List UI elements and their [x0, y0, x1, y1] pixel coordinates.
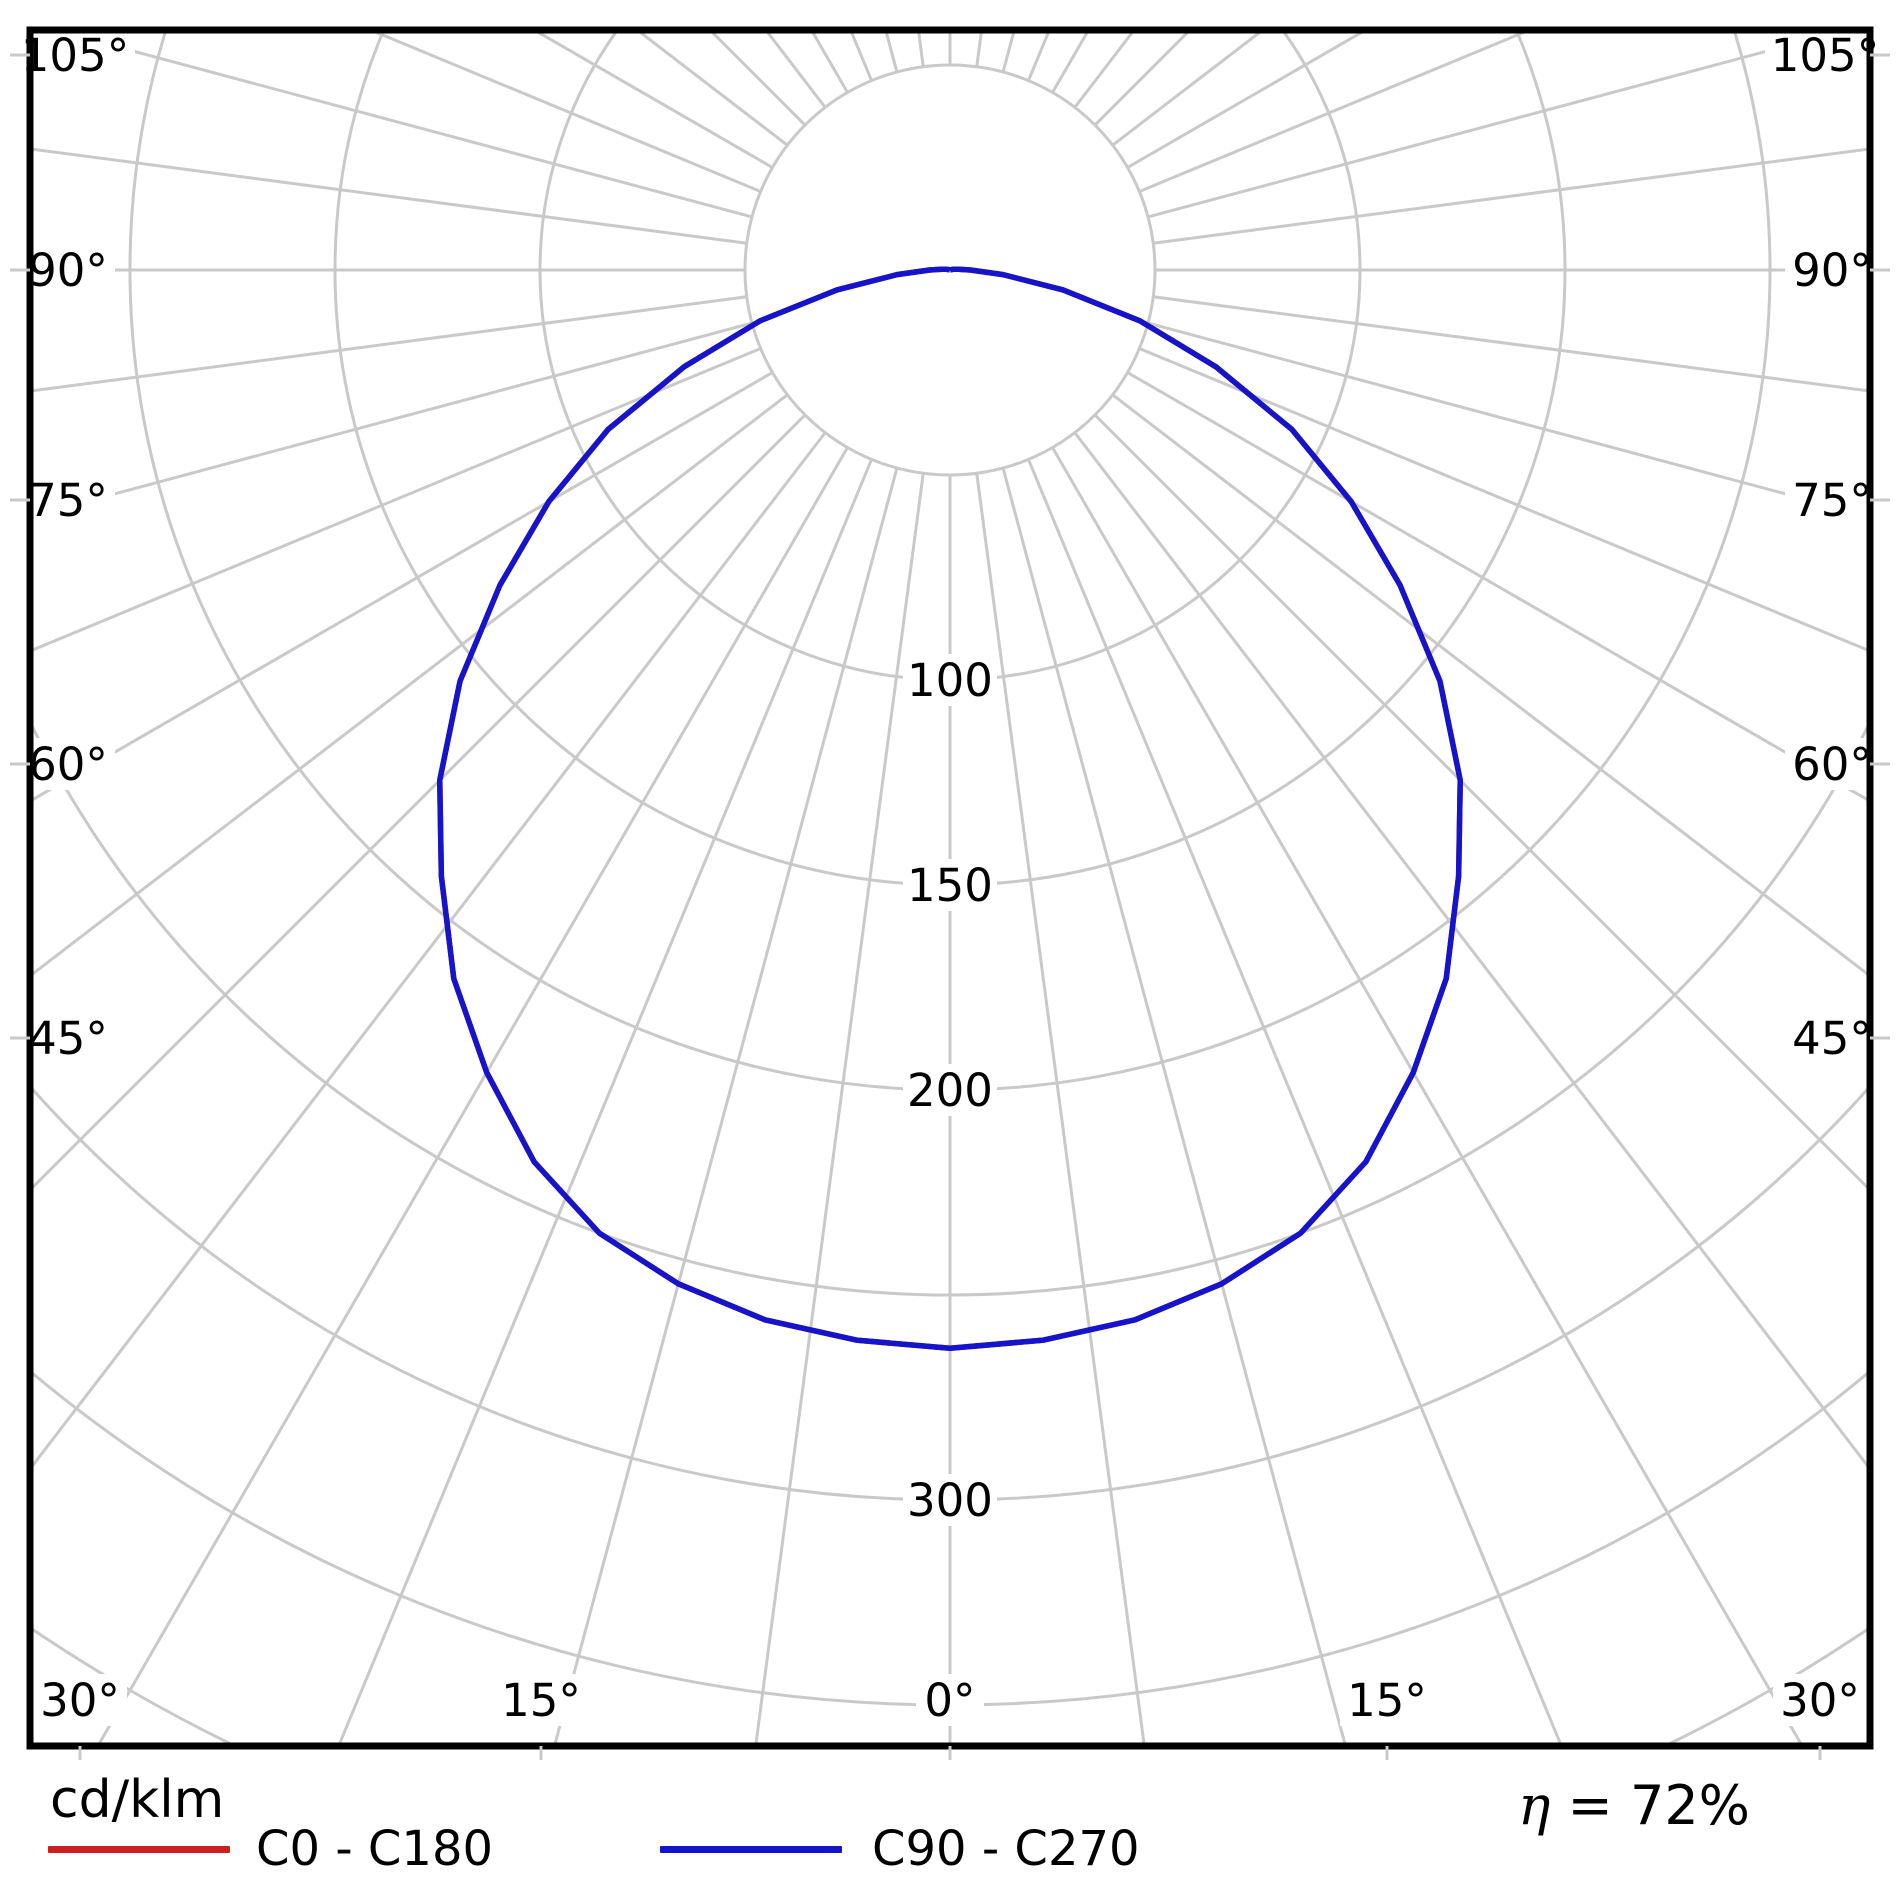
- grid-spoke: [1138, 347, 1867, 652]
- ring-label: 150: [907, 859, 993, 912]
- grid-spoke: [33, 413, 807, 1189]
- grid-spoke: [1027, 33, 1050, 82]
- ring-label: 100: [907, 654, 993, 707]
- angle-label: 15°: [501, 1674, 581, 1727]
- grid-spoke: [1147, 33, 1839, 219]
- angle-label: 60°: [1792, 738, 1872, 791]
- grid-spoke: [1126, 33, 1363, 169]
- grid-spoke: [33, 393, 789, 976]
- grid-spoke: [33, 347, 762, 652]
- grid-spoke: [1001, 33, 1015, 73]
- angle-label: 45°: [1792, 1012, 1872, 1065]
- legend-label-c90-c270: C90 - C270: [872, 1821, 1140, 1877]
- grid-spoke: [1027, 458, 1562, 1743]
- unit-label: cd/klm: [50, 1770, 225, 1830]
- grid-spoke: [1001, 467, 1347, 1743]
- grid-spoke: [33, 431, 827, 1467]
- grid-spoke: [61, 33, 753, 219]
- polar-intensity-chart: 105° 90° 75° 60° 45° 30° 15° 0° 15° 30° 45° 60° 75° 9…: [10, 26, 1890, 1760]
- grid-spoke: [375, 33, 762, 193]
- angle-label: 30°: [40, 1674, 120, 1727]
- grid-spoke: [1073, 431, 1867, 1467]
- angle-label: 105°: [1771, 29, 1879, 82]
- legend-line-c90-c270-icon: [660, 1846, 842, 1853]
- angle-ticks: [10, 53, 1890, 1760]
- angle-label: 105°: [21, 29, 129, 82]
- efficiency-label: η = 72%: [1350, 1776, 1750, 1835]
- angle-label: 0°: [924, 1674, 975, 1727]
- grid-spoke: [1138, 33, 1525, 193]
- angle-label: 75°: [1792, 474, 1872, 527]
- angle-label: 90°: [28, 244, 108, 297]
- angle-label: 60°: [28, 738, 108, 791]
- grid-spoke: [754, 473, 925, 1743]
- grid-labels: 105° 90° 75° 60° 45° 30° 15° 0° 15° 30° 45° 60° 75° 9…: [21, 29, 1879, 1727]
- curve-C90-C270: [437, 266, 1463, 1352]
- legend-line-c0-c180-icon: [48, 1846, 230, 1853]
- grid-spoke: [975, 473, 1146, 1743]
- label-knockouts: [15, 29, 1885, 1726]
- grid-spoke: [1093, 413, 1867, 1189]
- grid-spoke: [1051, 446, 1802, 1743]
- angle-label: 90°: [1792, 244, 1872, 297]
- grid-spoke: [850, 33, 873, 82]
- grid-spoke: [1153, 295, 1867, 393]
- angle-label: 15°: [1347, 1674, 1427, 1727]
- grid-spoke: [98, 446, 849, 1743]
- grid-spoke: [1147, 321, 1867, 518]
- grid-spoke: [338, 458, 873, 1743]
- grid-spoke: [537, 33, 774, 169]
- angle-label: 30°: [1780, 1674, 1860, 1727]
- grid-spoke: [885, 33, 899, 73]
- grid-spoke: [1153, 147, 1867, 245]
- eta-value: = 72%: [1550, 1774, 1750, 1837]
- eta-symbol: η: [1518, 1774, 1551, 1837]
- angle-label: 45°: [28, 1012, 108, 1065]
- angle-label: 75°: [28, 474, 108, 527]
- grid-spoke: [553, 467, 899, 1743]
- ring-label: 200: [907, 1064, 993, 1117]
- legend-label-c0-c180: C0 - C180: [256, 1821, 494, 1877]
- chart-legend: C0 - C180 C90 - C270: [0, 1824, 1900, 1874]
- ring-label: 300: [907, 1474, 993, 1527]
- grid-spoke: [1111, 393, 1867, 976]
- grid-spoke: [33, 321, 753, 518]
- grid-spoke: [33, 295, 747, 393]
- grid-spoke: [33, 147, 747, 245]
